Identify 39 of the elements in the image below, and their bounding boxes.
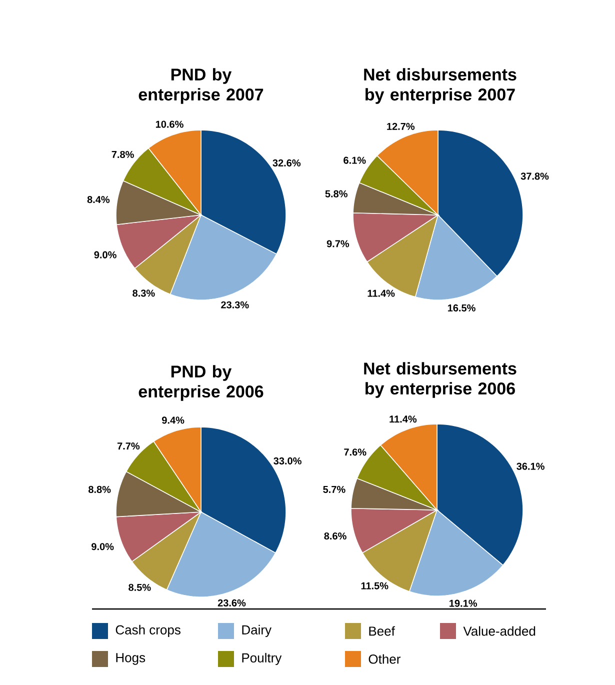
data-label: 33.0%	[274, 457, 302, 464]
data-label: 7.6%	[344, 448, 366, 456]
data-label: 6.1%	[344, 156, 366, 164]
legend-label: Dairy	[242, 624, 272, 638]
data-label: 9.0%	[94, 251, 116, 258]
data-label: 5.7%	[323, 486, 346, 493]
legend-label: Value-added	[463, 626, 536, 636]
data-label: 36.1%	[516, 462, 544, 470]
data-label: 10.6%	[156, 120, 184, 128]
data-label: 9.7%	[326, 240, 350, 248]
data-label: 8.8%	[88, 486, 111, 494]
data-label: 23.6%	[218, 599, 246, 606]
data-label: 16.5%	[448, 304, 476, 312]
data-label: 8.6%	[324, 532, 346, 540]
legend-label: Beef	[369, 626, 395, 636]
data-label: 8.5%	[128, 584, 151, 591]
legend-label: Other	[368, 654, 400, 664]
data-label: 37.8%	[520, 172, 549, 180]
data-label: 8.3%	[132, 290, 155, 297]
data-label: 7.8%	[112, 150, 134, 158]
data-label: 5.8%	[325, 190, 348, 198]
data-label: 19.1%	[450, 600, 478, 607]
legend-label: Cash crops	[116, 624, 180, 638]
data-label: 11.4%	[368, 290, 395, 297]
data-label: 23.3%	[221, 301, 249, 308]
chart-title: PND by enterprise 2007	[138, 68, 264, 104]
legend-label: Hogs	[116, 653, 146, 665]
data-label: 12.7%	[387, 122, 415, 130]
chart-title: Net disbursements by enterprise 2006	[364, 362, 516, 398]
data-label: 9.0%	[92, 543, 114, 550]
data-label: 7.7%	[117, 442, 140, 450]
legend-label: Poultry	[242, 652, 282, 666]
data-label: 11.5%	[361, 582, 388, 590]
data-label: 11.4%	[390, 416, 417, 423]
chart-title: Net disbursements by enterprise 2007	[364, 68, 516, 104]
data-label: 32.6%	[272, 159, 301, 166]
data-label: 8.4%	[87, 196, 110, 204]
data-label: 9.4%	[162, 416, 184, 424]
chart-title: PND by enterprise 2006	[138, 365, 264, 401]
